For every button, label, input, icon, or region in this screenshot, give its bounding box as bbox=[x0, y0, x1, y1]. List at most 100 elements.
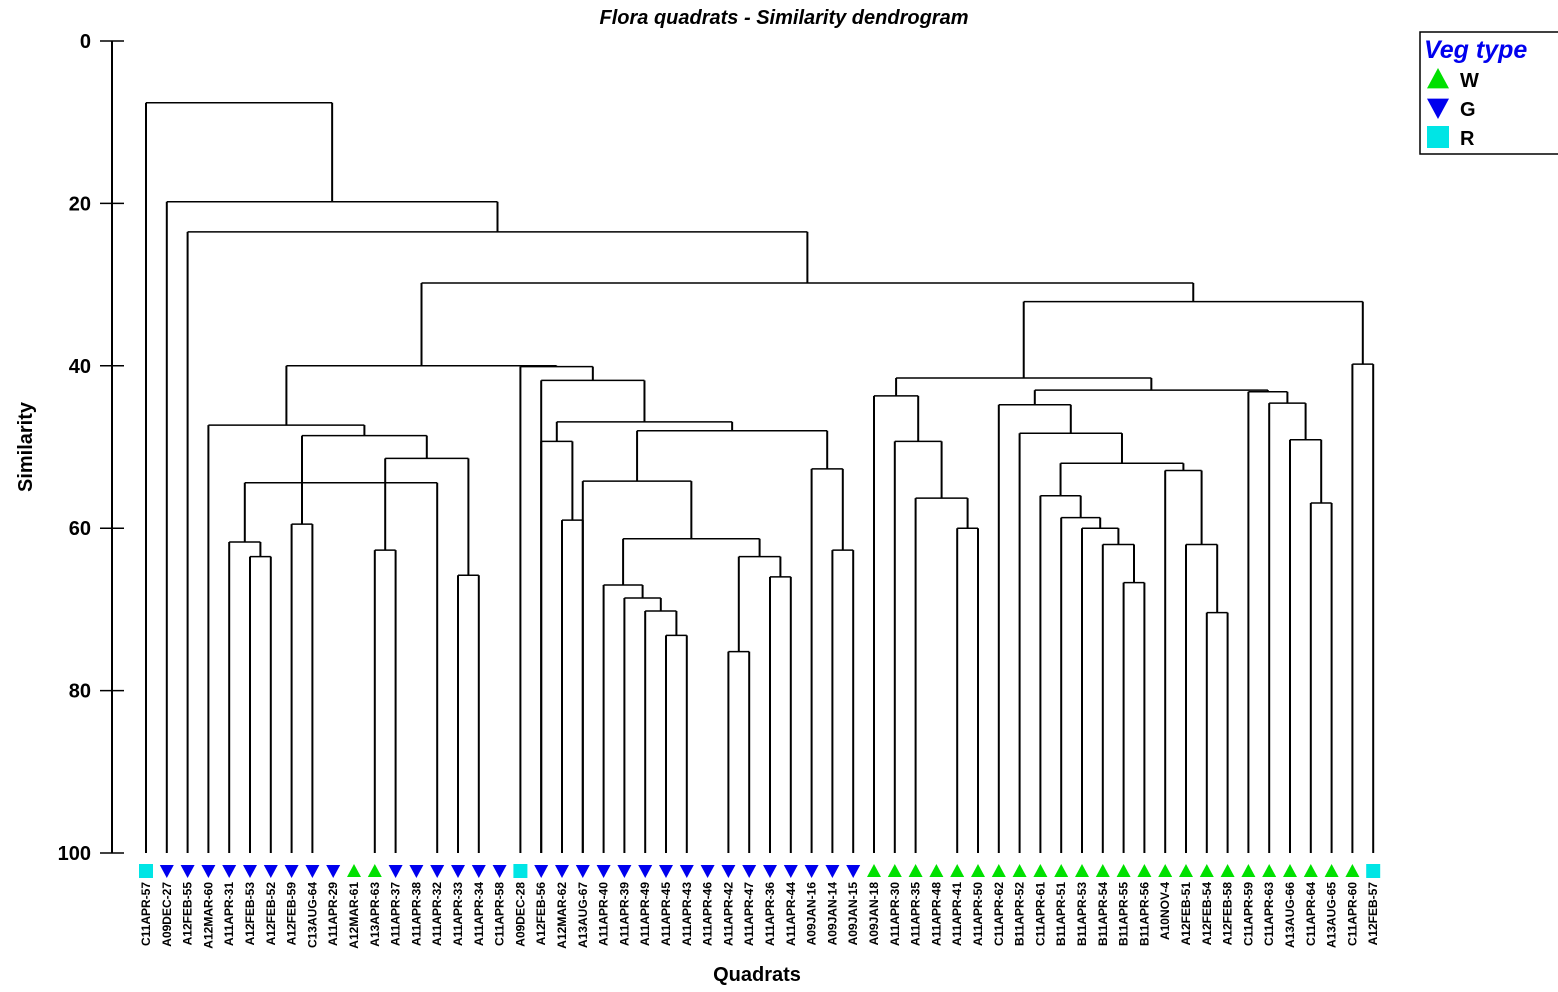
leaf-label: A10NOV-4 bbox=[1158, 882, 1172, 940]
leaf-label: A11APR-35 bbox=[909, 882, 923, 946]
chart-title: Flora quadrats - Similarity dendrogram bbox=[600, 7, 969, 29]
leaf-marker bbox=[887, 864, 902, 877]
leaf-label: A11APR-31 bbox=[222, 882, 236, 946]
leaf-label: A11APR-43 bbox=[680, 882, 694, 946]
leaf-marker bbox=[534, 865, 549, 878]
leaf-marker bbox=[991, 864, 1006, 877]
leaf-label: B11APR-55 bbox=[1117, 882, 1131, 946]
leaf-label: A11APR-40 bbox=[597, 882, 611, 946]
leaf-marker bbox=[367, 864, 382, 877]
leaf-label: A11APR-37 bbox=[389, 882, 403, 946]
legend: Veg type WGR bbox=[1419, 31, 1558, 155]
leaf-marker bbox=[783, 865, 798, 878]
leaf-label: A12FEB-58 bbox=[1221, 882, 1235, 946]
leaf-marker bbox=[596, 865, 611, 878]
leaf-label: A11APR-42 bbox=[721, 882, 735, 946]
leaf-label: A09JAN-15 bbox=[846, 882, 860, 946]
leaf-marker bbox=[700, 865, 715, 878]
leaf-label: A11APR-34 bbox=[472, 882, 486, 946]
leaf-marker bbox=[1179, 864, 1193, 877]
legend-marker bbox=[1427, 98, 1449, 119]
leaf-marker bbox=[492, 865, 507, 878]
leaf-label: A13AUG-67 bbox=[576, 882, 590, 948]
legend-entries: WGR bbox=[1427, 68, 1479, 150]
leaf-marker bbox=[1366, 864, 1381, 878]
leaf-marker bbox=[763, 865, 777, 878]
leaf-label: A12FEB-54 bbox=[1200, 882, 1214, 946]
leaf-marker bbox=[201, 865, 216, 878]
leaf-label: B11APR-53 bbox=[1075, 882, 1089, 946]
legend-label: G bbox=[1460, 99, 1476, 121]
leaf-marker bbox=[409, 865, 424, 878]
leaf-label: A11APR-33 bbox=[451, 882, 465, 946]
legend-marker bbox=[1427, 68, 1449, 89]
leaf-label: C11APR-62 bbox=[992, 882, 1006, 946]
leaf-marker bbox=[1262, 864, 1277, 877]
leaf-label: A11APR-50 bbox=[971, 882, 985, 946]
leaf-label: A11APR-36 bbox=[763, 882, 777, 946]
leaf-marker bbox=[638, 865, 653, 878]
leaf-marker bbox=[243, 865, 257, 878]
leaf-marker bbox=[929, 864, 944, 877]
leaf-marker bbox=[1137, 864, 1152, 877]
leaf-label: C11APR-59 bbox=[1241, 882, 1255, 946]
leaf-marker bbox=[388, 865, 403, 878]
leaf-label: A13APR-63 bbox=[368, 882, 382, 947]
leaf-marker bbox=[513, 864, 528, 878]
leaf-marker bbox=[659, 865, 673, 878]
leaf-marker bbox=[139, 864, 153, 878]
leaf-label: B11APR-54 bbox=[1096, 882, 1110, 946]
leaf-label: A11APR-38 bbox=[409, 882, 423, 946]
leaf-marker bbox=[430, 865, 445, 878]
leaf-label: A11APR-48 bbox=[929, 882, 943, 946]
leaf-label: A12FEB-57 bbox=[1366, 882, 1380, 946]
leaf-label: A11APR-39 bbox=[617, 882, 631, 946]
leaf-labels: C11APR-57 A09DEC-27 A12FEB-55 A12MAR-60 A11A… bbox=[139, 882, 1380, 949]
leaf-marker bbox=[1199, 864, 1214, 877]
leaf-marker bbox=[867, 864, 881, 877]
leaf-marker bbox=[1054, 864, 1069, 877]
leaf-label: C11APR-63 bbox=[1262, 882, 1276, 946]
leaf-marker bbox=[575, 865, 590, 878]
leaf-label: A11APR-47 bbox=[742, 882, 756, 946]
dendrogram-tree bbox=[145, 101, 1375, 853]
y-tick-label: 40 bbox=[69, 356, 91, 378]
leaf-marker bbox=[1283, 864, 1297, 877]
leaf-marker bbox=[284, 865, 299, 878]
y-tick-label: 0 bbox=[80, 31, 91, 53]
leaf-label: C11APR-64 bbox=[1304, 882, 1318, 946]
leaf-label: C11APR-58 bbox=[493, 882, 507, 946]
leaf-label: A09JAN-16 bbox=[805, 882, 819, 946]
leaf-marker bbox=[180, 865, 195, 878]
leaf-label: A13AUG-65 bbox=[1325, 882, 1339, 948]
leaf-label: A11APR-29 bbox=[326, 882, 340, 946]
y-tick-label: 100 bbox=[58, 843, 91, 865]
leaf-marker bbox=[159, 865, 174, 878]
legend-title: Veg type bbox=[1424, 36, 1527, 64]
leaf-marker bbox=[1033, 864, 1048, 877]
leaf-marker bbox=[1116, 864, 1131, 877]
leaf-label: A11APR-30 bbox=[888, 882, 902, 946]
leaf-marker bbox=[846, 865, 861, 878]
leaf-marker bbox=[222, 865, 237, 878]
leaf-label: A09DEC-28 bbox=[513, 882, 527, 947]
leaf-marker bbox=[908, 864, 923, 877]
leaf-label: A12FEB-52 bbox=[264, 882, 278, 946]
leaf-marker bbox=[451, 865, 465, 878]
leaf-label: A13AUG-66 bbox=[1283, 882, 1297, 948]
axes: 0 20 40 60 80 100 bbox=[58, 31, 124, 865]
leaf-marker bbox=[804, 865, 819, 878]
leaf-label: A09DEC-27 bbox=[160, 882, 174, 947]
leaf-marker bbox=[1220, 864, 1235, 877]
leaf-marker bbox=[742, 865, 757, 878]
leaf-label: C11APR-61 bbox=[1033, 882, 1047, 946]
leaf-marker bbox=[555, 865, 569, 878]
y-tick-label: 60 bbox=[69, 518, 91, 540]
leaf-marker bbox=[679, 865, 694, 878]
leaf-marker bbox=[1095, 864, 1110, 877]
leaf-marker bbox=[1012, 864, 1027, 877]
leaf-marker bbox=[971, 864, 985, 877]
leaf-marker bbox=[1324, 864, 1339, 877]
leaf-label: B11APR-51 bbox=[1054, 882, 1068, 946]
